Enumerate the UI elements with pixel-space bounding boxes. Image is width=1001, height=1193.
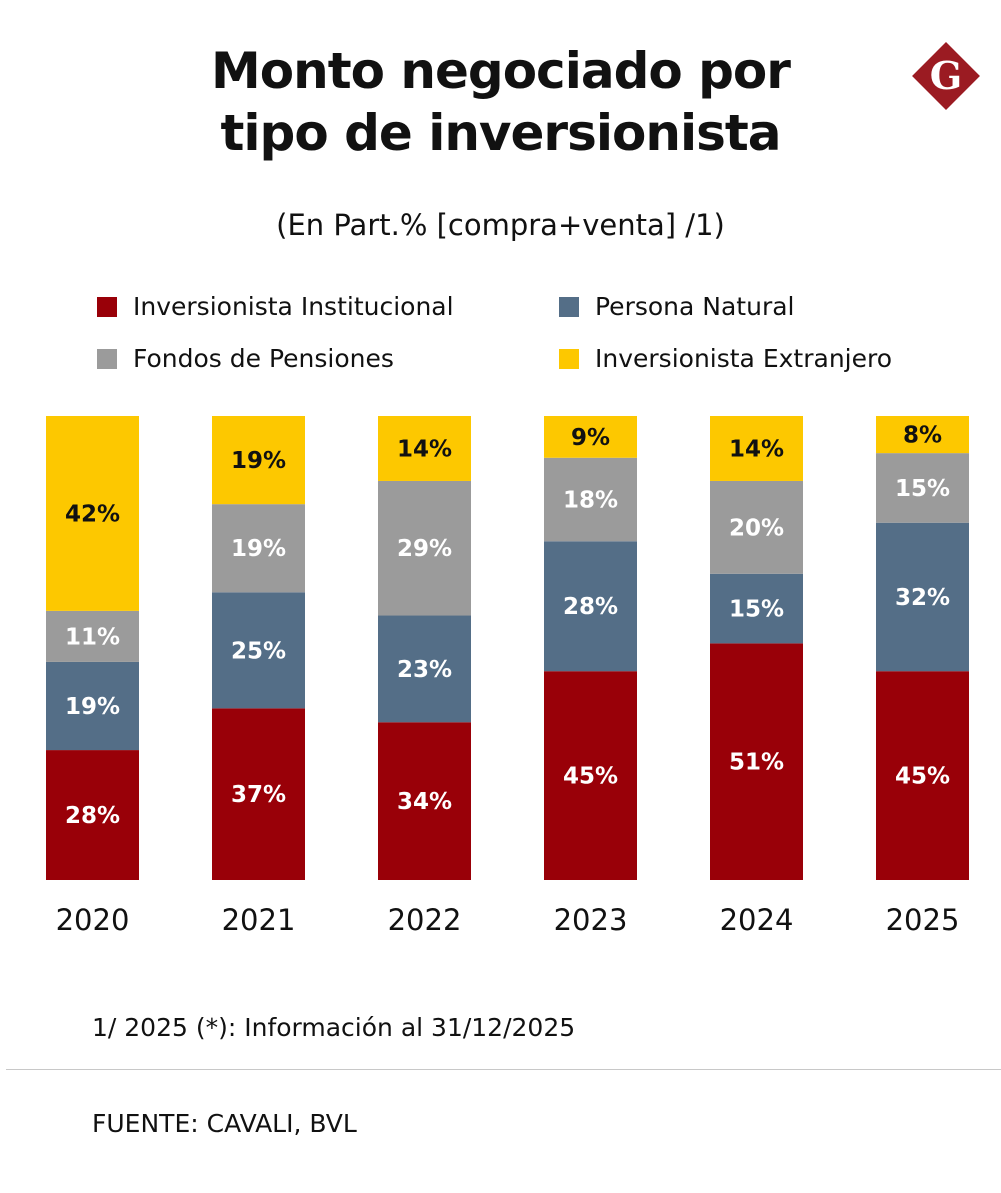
data-label: 14% — [397, 436, 452, 462]
bar-segment-2020-0 — [46, 750, 139, 880]
legend-swatch — [97, 348, 117, 369]
data-label: 11% — [65, 624, 120, 650]
data-label: 25% — [231, 638, 286, 664]
bar-segment-2022-2 — [378, 480, 471, 616]
bar-segment-2022-3 — [378, 416, 471, 481]
bar-segment-2021-0 — [212, 708, 305, 880]
data-label: 28% — [563, 594, 618, 620]
bar-segment-2024-2 — [710, 480, 803, 574]
legend-label: Inversionista Extranjero — [595, 344, 893, 373]
data-label: 20% — [729, 515, 784, 541]
legend-pensiones: Fondos de Pensiones — [97, 344, 394, 373]
data-label: 51% — [729, 750, 784, 776]
data-label: 15% — [729, 597, 784, 623]
bar-segment-2023-2 — [544, 457, 637, 542]
bar-segment-2023-1 — [544, 541, 637, 672]
bar-segment-2020-1 — [46, 661, 139, 751]
data-label: 19% — [231, 448, 286, 474]
bar-segment-2025-3 — [876, 416, 969, 454]
footnote: 1/ 2025 (*): Información al 31/12/2025 — [92, 1013, 576, 1042]
chart-title: Monto negociado por tipo de inversionist… — [0, 40, 1001, 164]
legend-label: Fondos de Pensiones — [133, 344, 394, 373]
data-label: 23% — [397, 657, 452, 683]
bar-segment-2025-2 — [876, 453, 969, 523]
chart-subtitle: (En Part.% [compra+venta] /1) — [276, 208, 725, 242]
legend-swatch — [559, 296, 579, 317]
x-tick-label: 2022 — [388, 903, 462, 937]
legend-institucional: Inversionista Institucional — [97, 292, 454, 321]
stacked-bar-chart: 28% 19% 11% 42% 2020 37% 25% 19% 19% 2021 34% 23% 29… — [46, 416, 969, 937]
bar-segment-2023-0 — [544, 671, 637, 880]
bar-segment-2025-0 — [876, 671, 969, 880]
legend-label: Inversionista Institucional — [133, 292, 454, 321]
bar-segment-2021-3 — [212, 416, 305, 505]
legend-label: Persona Natural — [595, 292, 795, 321]
bar-segment-2020-2 — [46, 610, 139, 662]
title-line-2: tipo de inversionista — [220, 104, 782, 162]
legend-natural: Persona Natural — [559, 292, 795, 321]
bar-segment-2023-3 — [544, 416, 637, 458]
bar-segment-2024-1 — [710, 573, 803, 644]
x-tick-label: 2020 — [56, 903, 130, 937]
bar-segment-2024-0 — [710, 643, 803, 880]
bar-segment-2021-1 — [212, 592, 305, 709]
data-label: 18% — [563, 488, 618, 514]
data-label: 14% — [729, 436, 784, 462]
data-label: 45% — [563, 764, 618, 790]
data-label: 32% — [895, 585, 950, 611]
x-tick-label: 2024 — [720, 903, 794, 937]
x-tick-label: 2023 — [554, 903, 628, 937]
bar-segment-2021-2 — [212, 504, 305, 593]
x-tick-label: 2025 — [886, 903, 960, 937]
title-line-1: Monto negociado por — [211, 42, 791, 100]
data-label: 9% — [571, 425, 610, 451]
x-tick-label: 2021 — [222, 903, 296, 937]
bar-segment-2022-0 — [378, 722, 471, 880]
data-label: 45% — [895, 764, 950, 790]
logo-g-icon: G — [912, 42, 980, 110]
divider — [6, 1069, 1001, 1070]
legend-swatch — [559, 348, 579, 369]
data-label: 19% — [65, 694, 120, 720]
bar-segment-2025-1 — [876, 522, 969, 672]
bar-segment-2024-3 — [710, 416, 803, 481]
data-label: 29% — [397, 536, 452, 562]
data-label: 42% — [65, 501, 120, 527]
legend-swatch — [97, 296, 117, 317]
svg-text:G: G — [930, 53, 962, 98]
data-label: 8% — [903, 423, 942, 449]
data-label: 15% — [895, 476, 950, 502]
legend-extranjero: Inversionista Extranjero — [559, 344, 892, 373]
data-label: 19% — [231, 536, 286, 562]
data-label: 28% — [65, 803, 120, 829]
data-label: 34% — [397, 789, 452, 815]
bar-segment-2020-3 — [46, 416, 139, 611]
data-label: 37% — [231, 782, 286, 808]
bar-segment-2022-1 — [378, 615, 471, 723]
source: FUENTE: CAVALI, BVL — [92, 1109, 357, 1138]
